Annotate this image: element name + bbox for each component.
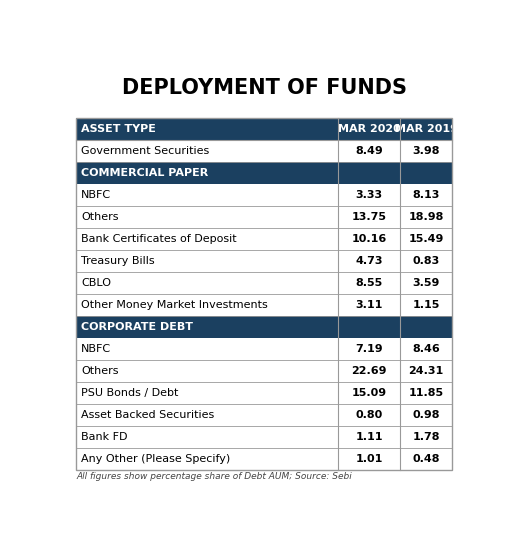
Text: Any Other (Please Specify): Any Other (Please Specify)	[82, 454, 231, 464]
Text: 22.69: 22.69	[351, 366, 387, 376]
Bar	[76, 228, 453, 250]
Text: 0.83: 0.83	[412, 256, 440, 266]
Text: 1.78: 1.78	[412, 432, 440, 442]
Bar	[76, 118, 453, 470]
Text: Bank FD: Bank FD	[82, 432, 128, 442]
Text: Other Money Market Investments: Other Money Market Investments	[82, 300, 268, 310]
Text: 3.11: 3.11	[356, 300, 383, 310]
Bar	[76, 404, 453, 426]
Bar	[76, 338, 453, 360]
Text: All figures show percentage share of Debt AUM; Source: Sebi: All figures show percentage share of Deb…	[76, 472, 352, 481]
Text: 10.16: 10.16	[351, 234, 386, 244]
Text: CBLO: CBLO	[82, 278, 111, 288]
Bar	[76, 448, 453, 470]
Bar	[76, 426, 453, 448]
Text: 0.98: 0.98	[412, 410, 440, 420]
Text: ASSET TYPE: ASSET TYPE	[82, 124, 156, 134]
Bar	[76, 272, 453, 294]
Text: Others: Others	[82, 366, 119, 376]
Text: 1.01: 1.01	[356, 454, 383, 464]
Text: 3.98: 3.98	[412, 146, 440, 157]
Bar	[76, 382, 453, 404]
Text: 1.11: 1.11	[356, 432, 383, 442]
Text: CORPORATE DEBT: CORPORATE DEBT	[82, 322, 194, 332]
Text: 0.80: 0.80	[356, 410, 383, 420]
Bar	[76, 360, 453, 382]
Text: DEPLOYMENT OF FUNDS: DEPLOYMENT OF FUNDS	[122, 79, 407, 98]
Text: PSU Bonds / Debt: PSU Bonds / Debt	[82, 388, 179, 398]
Text: 3.59: 3.59	[412, 278, 440, 288]
Text: 13.75: 13.75	[351, 212, 386, 222]
Text: Others: Others	[82, 212, 119, 222]
Text: 7.19: 7.19	[355, 344, 383, 354]
Text: 4.73: 4.73	[356, 256, 383, 266]
Text: 1.15: 1.15	[412, 300, 440, 310]
Text: Treasury Bills: Treasury Bills	[82, 256, 155, 266]
Text: COMMERCIAL PAPER: COMMERCIAL PAPER	[82, 168, 208, 178]
Text: 3.33: 3.33	[356, 190, 382, 200]
Bar	[76, 140, 453, 162]
Bar	[76, 206, 453, 228]
Text: 15.49: 15.49	[408, 234, 444, 244]
Text: MAR 2019: MAR 2019	[395, 124, 458, 134]
Text: 15.09: 15.09	[351, 388, 386, 398]
Text: 8.49: 8.49	[355, 146, 383, 157]
Text: Bank Certificates of Deposit: Bank Certificates of Deposit	[82, 234, 237, 244]
Bar	[76, 294, 453, 316]
Text: NBFC: NBFC	[82, 190, 111, 200]
Text: 0.48: 0.48	[412, 454, 440, 464]
Text: NBFC: NBFC	[82, 344, 111, 354]
Bar	[76, 162, 453, 184]
Text: 8.13: 8.13	[412, 190, 440, 200]
Text: 11.85: 11.85	[409, 388, 444, 398]
Text: 18.98: 18.98	[408, 212, 444, 222]
Text: Asset Backed Securities: Asset Backed Securities	[82, 410, 215, 420]
Text: 8.55: 8.55	[356, 278, 383, 288]
Bar	[76, 250, 453, 272]
Text: MAR 2020: MAR 2020	[337, 124, 400, 134]
Bar	[76, 316, 453, 338]
Text: 8.46: 8.46	[412, 344, 440, 354]
Text: 24.31: 24.31	[408, 366, 444, 376]
Bar	[76, 118, 453, 140]
Text: Government Securities: Government Securities	[82, 146, 209, 157]
Bar	[76, 184, 453, 206]
